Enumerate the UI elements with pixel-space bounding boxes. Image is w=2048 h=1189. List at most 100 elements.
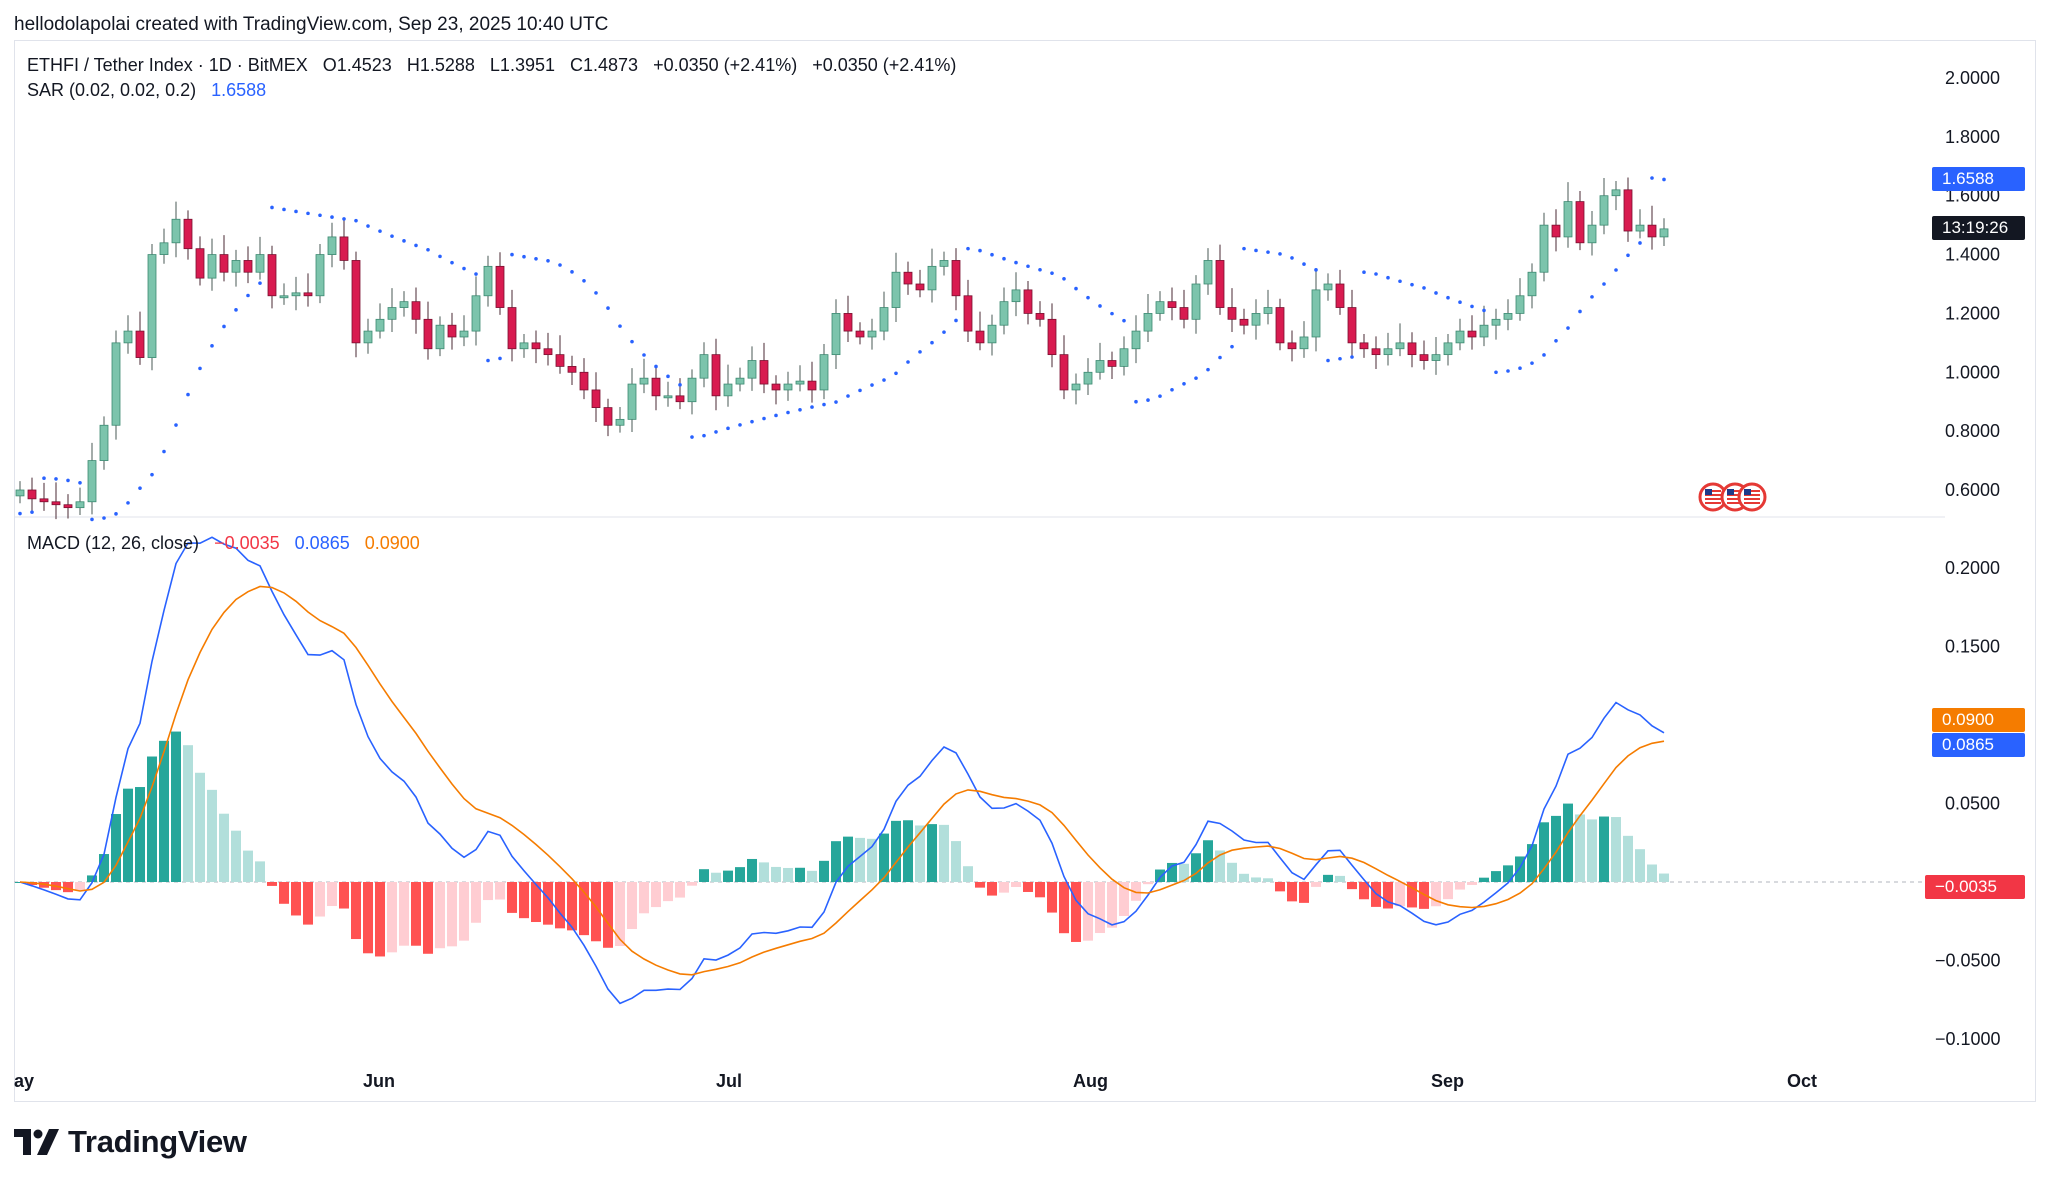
candle-body: [699, 354, 709, 379]
macd-histogram-bar: [687, 882, 697, 886]
macd-histogram-bar: [783, 867, 793, 882]
sar-dot: [1398, 279, 1402, 284]
sar-dot: [1242, 246, 1246, 251]
candle-body: [1527, 271, 1537, 297]
macd-line: [19, 536, 1665, 1005]
sar-dot: [1602, 282, 1606, 286]
sar-dot: [774, 413, 778, 418]
macd-histogram-bar: [927, 824, 937, 882]
sar-dot: [222, 324, 226, 329]
macd-histogram-bar: [1335, 875, 1345, 882]
candle-body: [543, 348, 553, 356]
sar-dot: [138, 486, 142, 490]
candle-body: [1203, 260, 1213, 285]
macd-histogram-bar: [675, 882, 685, 898]
sar-dot: [546, 259, 550, 263]
sar-dot: [642, 353, 646, 357]
candle-body: [795, 380, 805, 385]
candle-body: [747, 360, 757, 379]
candle-body: [1371, 348, 1381, 356]
macd-histogram-bar: [951, 841, 961, 882]
macd-histogram-bar: [759, 862, 769, 882]
macd-histogram-bar: [855, 837, 865, 882]
ohlc-change: +0.0350 (+2.41%): [653, 55, 798, 75]
sar-dot: [1362, 270, 1366, 275]
sar-dot: [90, 517, 94, 522]
candle-body: [183, 218, 193, 250]
candle-body: [759, 360, 769, 385]
sar-dot: [1662, 177, 1666, 182]
macd-histogram-bar: [279, 882, 289, 904]
price-tick-label: 0.8000: [1945, 421, 2000, 441]
candle-body: [1455, 330, 1465, 344]
candle-body: [1083, 371, 1093, 385]
macd-histogram-bar: [111, 814, 121, 882]
sar-dot: [1578, 309, 1582, 314]
macd-histogram-bar: [147, 756, 157, 882]
economic-event-icon: [1698, 482, 1728, 512]
macd-histogram-bar: [1071, 882, 1081, 942]
sar-dot: [810, 405, 814, 409]
sar-dot: [1518, 366, 1522, 371]
time-tick-label: Jun: [363, 1071, 395, 1091]
macd-histogram-bar: [195, 772, 205, 882]
macd-histogram-bar: [1251, 877, 1261, 882]
candle-body: [87, 460, 97, 503]
event-ring: [1737, 482, 1767, 512]
candle-body: [1635, 224, 1645, 232]
flag-canton: [1727, 489, 1734, 495]
countdown-tag: 13:19:26: [1932, 216, 2025, 240]
flag-canton: [1744, 489, 1751, 495]
sar-dot: [1530, 361, 1534, 365]
candle-body: [27, 489, 37, 500]
macd-histogram-bar: [1131, 882, 1141, 901]
sar-dot: [1218, 355, 1222, 360]
sar-dot: [318, 213, 322, 218]
macd-histogram-bar: [351, 882, 361, 940]
sar-dot: [1002, 256, 1006, 261]
candle-body: [495, 265, 505, 308]
sar-dot: [594, 291, 598, 295]
sar-dot: [1410, 282, 1414, 287]
sar-dot: [954, 318, 958, 323]
candle-body: [387, 307, 397, 320]
macd-histogram-bar: [123, 788, 133, 882]
candle-body: [891, 271, 901, 308]
symbol-name[interactable]: ETHFI / Tether Index · 1D · BitMEX: [27, 55, 308, 75]
candle-body: [39, 498, 49, 503]
macd-signal-value: 0.0900: [364, 533, 420, 553]
sar-legend[interactable]: SAR (0.02, 0.02, 0.2) 1.6588: [27, 80, 276, 101]
candle-body: [1239, 318, 1249, 326]
macd-lines: [19, 536, 1665, 1005]
macd-legend[interactable]: MACD (12, 26, close) −0.0035 0.0865 0.09…: [27, 533, 430, 554]
candle-body: [111, 342, 121, 426]
sar-dot: [114, 512, 118, 516]
macd-histogram-bar: [795, 867, 805, 882]
sar-dot: [558, 263, 562, 267]
candle-body: [243, 260, 253, 273]
sar-dot: [1554, 338, 1558, 343]
candle-body: [711, 354, 721, 397]
macd-tick-label: 0.2000: [1945, 558, 2000, 578]
candle-body: [1503, 313, 1513, 320]
sar-dot: [1062, 276, 1066, 281]
sar-dot: [1326, 358, 1330, 363]
candle-body: [1107, 360, 1117, 367]
candle-body: [1587, 224, 1597, 244]
sar-dot: [438, 254, 442, 259]
sar-dot: [1650, 176, 1654, 180]
macd-histogram-bar: [183, 745, 193, 882]
sar-dot: [1482, 308, 1486, 313]
sar-dot: [126, 501, 130, 505]
tradingview-logo[interactable]: TradingView: [14, 1124, 247, 1160]
candle-body: [771, 383, 781, 391]
sar-dot: [750, 419, 754, 424]
sar-dot: [1470, 304, 1474, 309]
macd-histogram-bar: [1047, 882, 1057, 913]
sar-dot: [210, 344, 214, 348]
grid-lines: [14, 516, 1945, 883]
sar-dot: [330, 215, 334, 219]
macd-histogram-bar: [1275, 882, 1285, 892]
time-tick-label: Sep: [1431, 1071, 1464, 1091]
